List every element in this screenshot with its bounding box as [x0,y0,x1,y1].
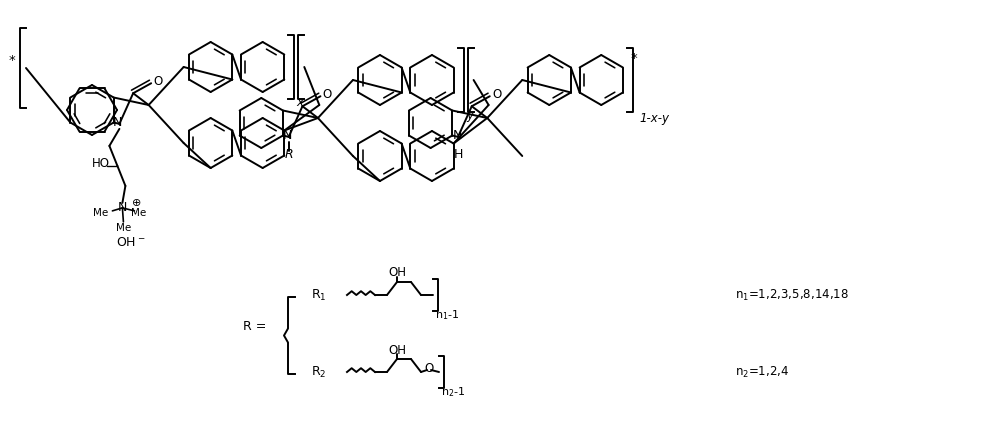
Text: R =: R = [243,321,267,334]
Text: R$_2$: R$_2$ [311,365,326,380]
Text: *: * [9,54,15,67]
Text: Me: Me [116,223,131,233]
Text: O: O [154,75,163,88]
Text: H: H [453,148,463,162]
Text: OH$^-$: OH$^-$ [116,236,145,249]
Text: O: O [424,362,434,375]
Text: 1-x-y: 1-x-y [640,111,670,124]
Text: y: y [466,108,473,121]
Text: O: O [492,88,501,101]
Text: N: N [113,116,122,129]
Text: *: * [631,51,638,64]
Text: R$_1$: R$_1$ [311,287,327,302]
Text: N: N [452,129,462,143]
Text: O: O [323,88,332,101]
Text: Me: Me [131,208,146,218]
Text: $\oplus$: $\oplus$ [131,197,142,208]
Text: Me: Me [93,208,108,218]
Text: HO: HO [91,157,109,170]
Text: n$_2$-1: n$_2$-1 [441,385,465,399]
Text: n$_1$=1,2,3,5,8,14,18: n$_1$=1,2,3,5,8,14,18 [735,287,849,302]
Text: n$_2$=1,2,4: n$_2$=1,2,4 [735,365,789,380]
Text: n$_1$-1: n$_1$-1 [435,308,459,322]
Text: OH: OH [388,343,406,356]
Text: N: N [118,201,127,214]
Text: x: x [297,95,304,108]
Text: R: R [284,148,293,162]
Text: OH: OH [388,267,406,280]
Text: N: N [283,129,292,143]
